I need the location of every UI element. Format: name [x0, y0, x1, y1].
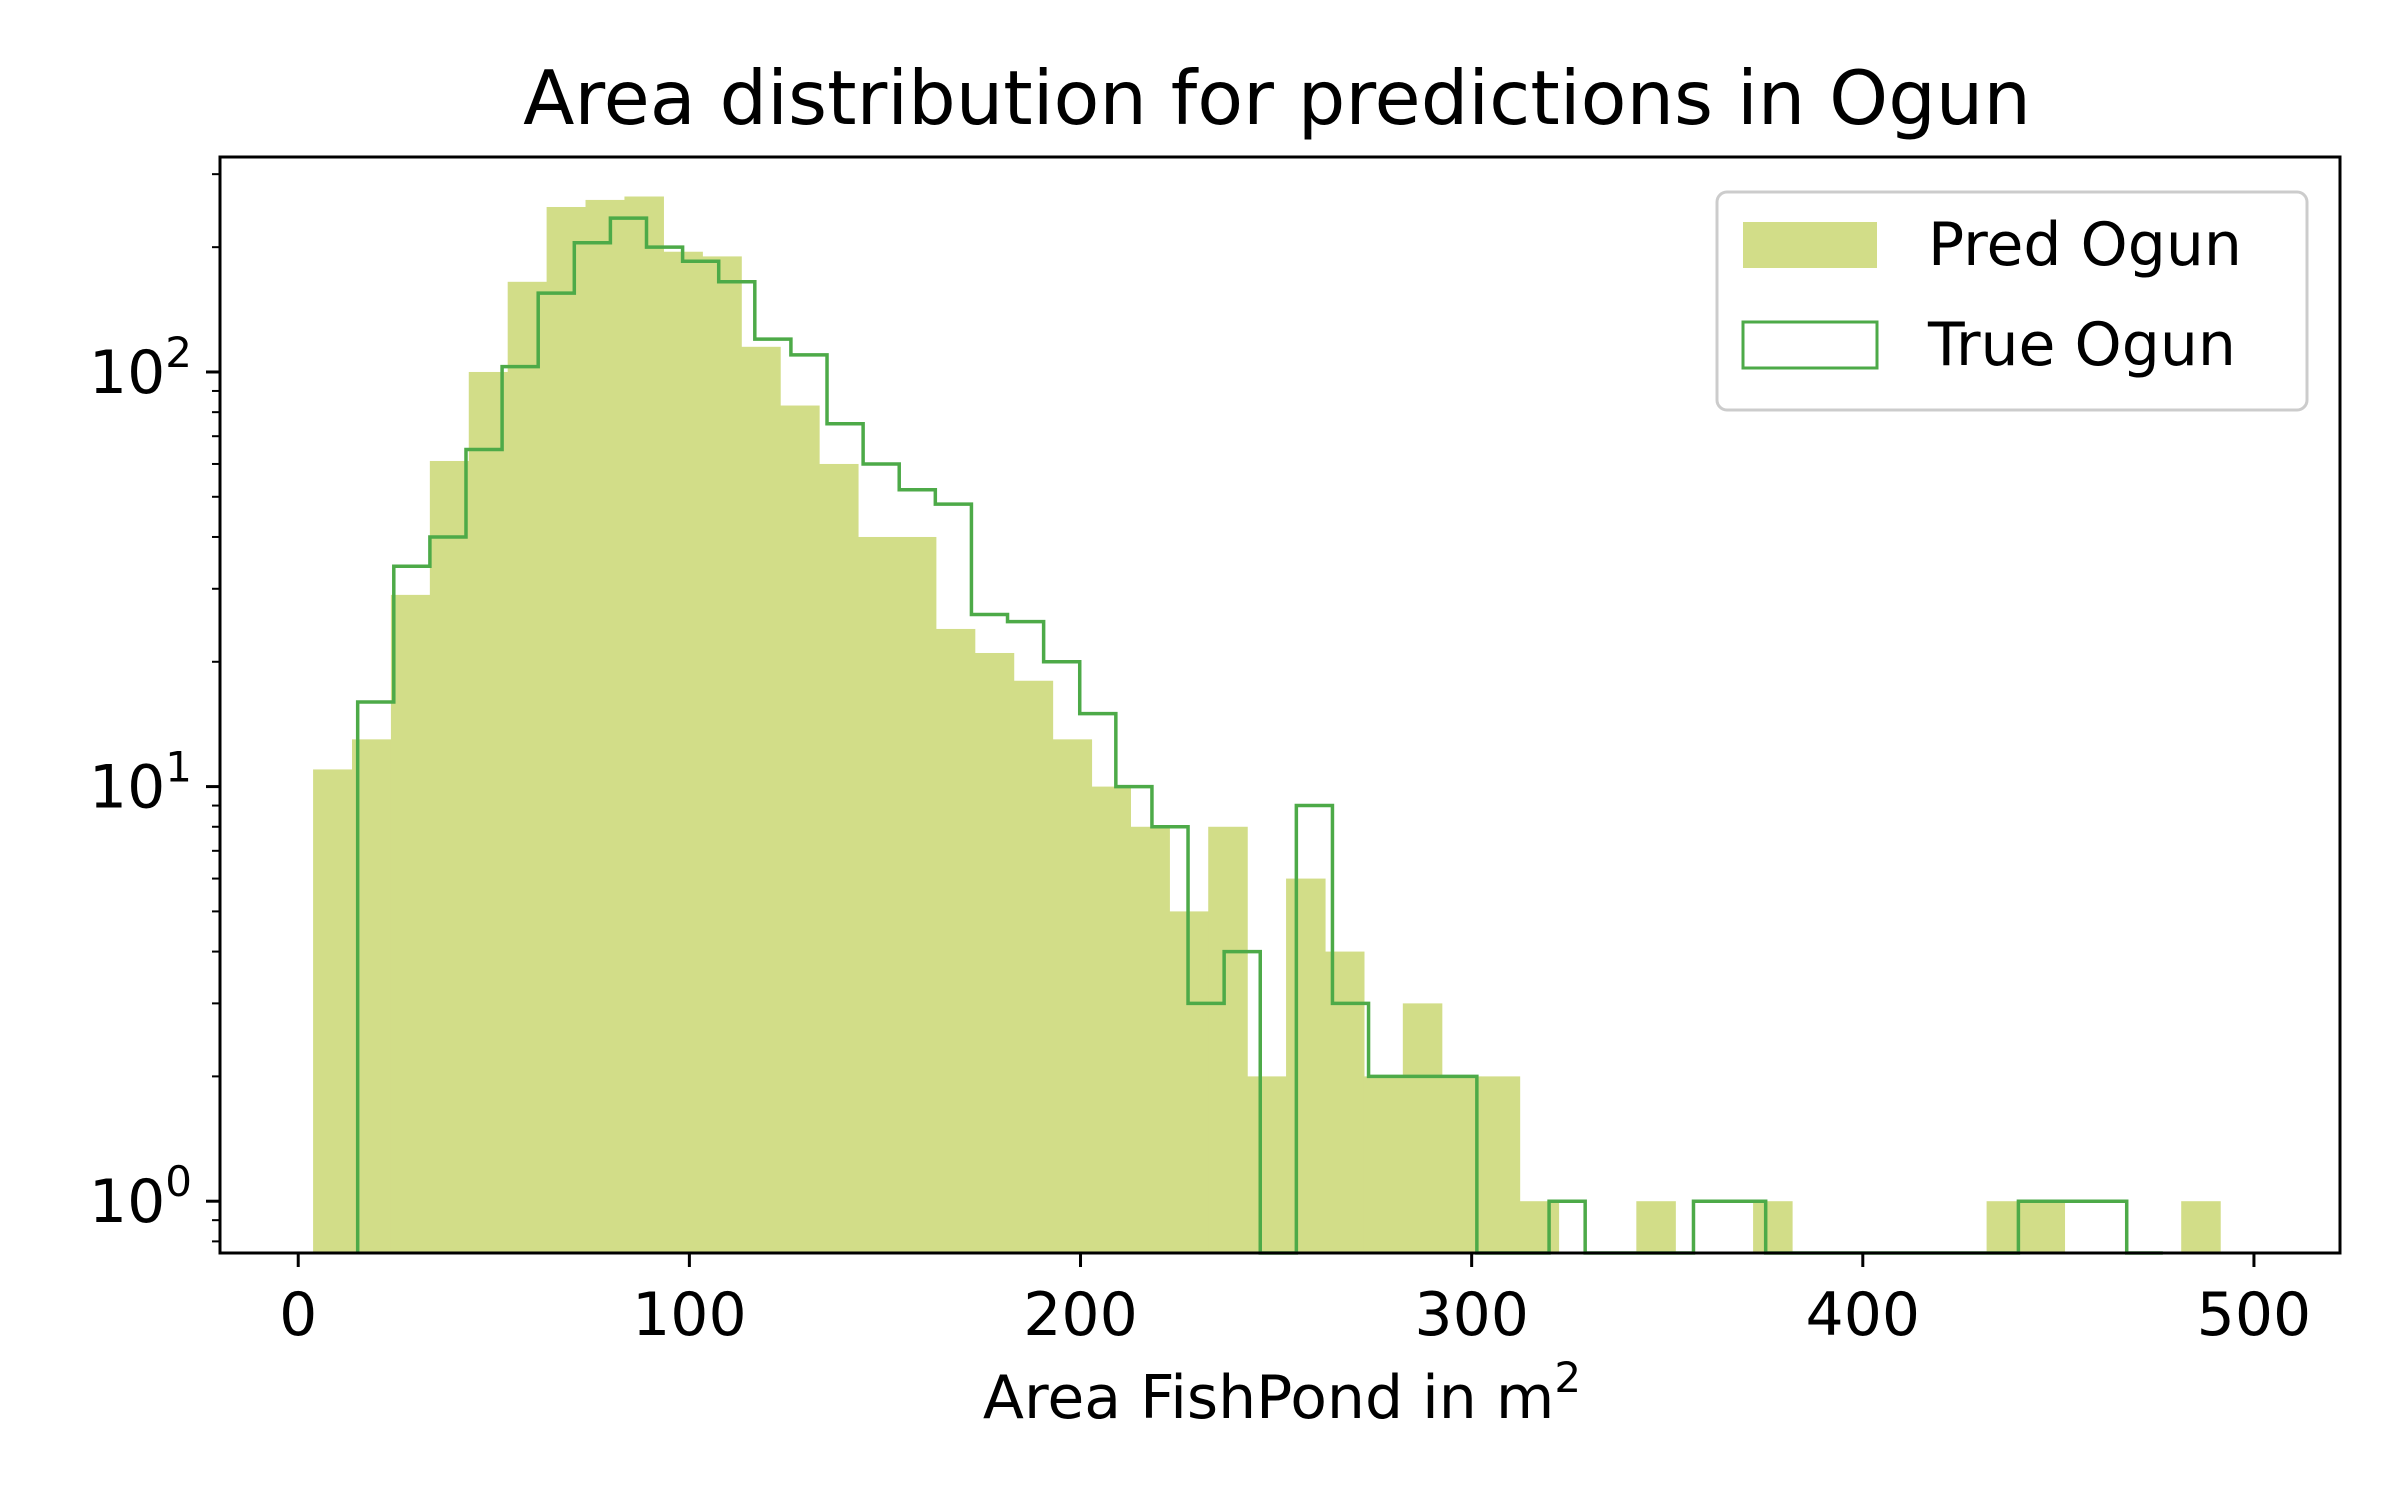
- x-tick-label: 400: [1806, 1280, 1921, 1350]
- pred-bar-5: [507, 281, 548, 1253]
- x-tick-label: 500: [2197, 1280, 2312, 1350]
- pred-bar-23: [1208, 826, 1248, 1253]
- pred-bar-27: [1363, 1076, 1404, 1253]
- x-tick-label: 300: [1414, 1280, 1529, 1350]
- pred-bar-17: [974, 652, 1015, 1253]
- x-axis-label-text: Area FishPond in m: [983, 1363, 1554, 1433]
- pred-bar-2: [390, 594, 431, 1253]
- x-tick-label: 200: [1023, 1280, 1138, 1350]
- pred-bar-44: [2025, 1201, 2066, 1253]
- pred-bar-18: [1013, 680, 1054, 1253]
- pred-bar-31: [1519, 1201, 1560, 1253]
- x-tick-label: 0: [279, 1280, 317, 1350]
- true-ogun-steps: [355, 216, 2163, 1255]
- legend-label-true-ogun: True Ogun: [1927, 310, 2236, 380]
- pred-bar-48: [2181, 1201, 2221, 1253]
- x-axis-label-superscript: 2: [1554, 1353, 1581, 1402]
- pred-bar-29: [1441, 1076, 1482, 1253]
- pred-bar-37: [1753, 1201, 1793, 1253]
- pred-bar-28: [1402, 1003, 1443, 1253]
- chart-title: Area distribution for predictions in Ogu…: [523, 54, 2031, 142]
- y-tick-label: 100: [89, 1157, 192, 1237]
- pred-bar-25: [1286, 878, 1326, 1253]
- pred-bar-3: [429, 460, 470, 1254]
- pred-bar-21: [1130, 826, 1170, 1253]
- legend-swatch-pred-ogun: [1743, 222, 1877, 268]
- pred-bar-6: [546, 206, 587, 1254]
- pred-bar-10: [702, 256, 742, 1253]
- pred-bar-19: [1052, 739, 1093, 1253]
- axes-frame: [218, 155, 2342, 1255]
- pred-bar-43: [1986, 1201, 2027, 1253]
- pred-bar-30: [1480, 1076, 1521, 1253]
- pred-bar-0: [313, 769, 353, 1253]
- pred-bar-24: [1247, 1076, 1287, 1253]
- pred-bar-34: [1636, 1201, 1676, 1253]
- plot-area: [313, 196, 2221, 1255]
- legend-label-pred-ogun: Pred Ogun: [1928, 210, 2242, 280]
- x-tick-label: 100: [632, 1280, 747, 1350]
- legend: Pred Ogun True Ogun: [1715, 190, 2309, 412]
- pred-bar-8: [624, 196, 664, 1253]
- pred-bar-14: [857, 536, 898, 1253]
- pred-ogun-bars: [313, 196, 2221, 1254]
- pred-bar-11: [741, 346, 781, 1253]
- true-ogun-step-line: [355, 216, 2163, 1255]
- pred-bar-4: [468, 371, 509, 1254]
- y-tick-label: 102: [89, 328, 192, 408]
- y-tick-label: 101: [89, 743, 192, 823]
- x-axis-label: Area FishPond in m2: [983, 1353, 1581, 1433]
- pred-bar-9: [663, 251, 703, 1254]
- axes-border: [218, 155, 2342, 1255]
- pred-bar-13: [819, 463, 859, 1254]
- x-axis-ticks: 0 100 200 300 400 500: [279, 1253, 2311, 1350]
- pred-bar-7: [585, 199, 626, 1254]
- y-axis-ticks: 100 101 102: [89, 173, 220, 1243]
- pred-bar-20: [1091, 786, 1131, 1253]
- legend-swatch-true-ogun: [1741, 320, 1879, 370]
- pred-bar-12: [780, 405, 820, 1253]
- pred-bar-15: [896, 536, 937, 1253]
- pred-bar-16: [935, 628, 976, 1253]
